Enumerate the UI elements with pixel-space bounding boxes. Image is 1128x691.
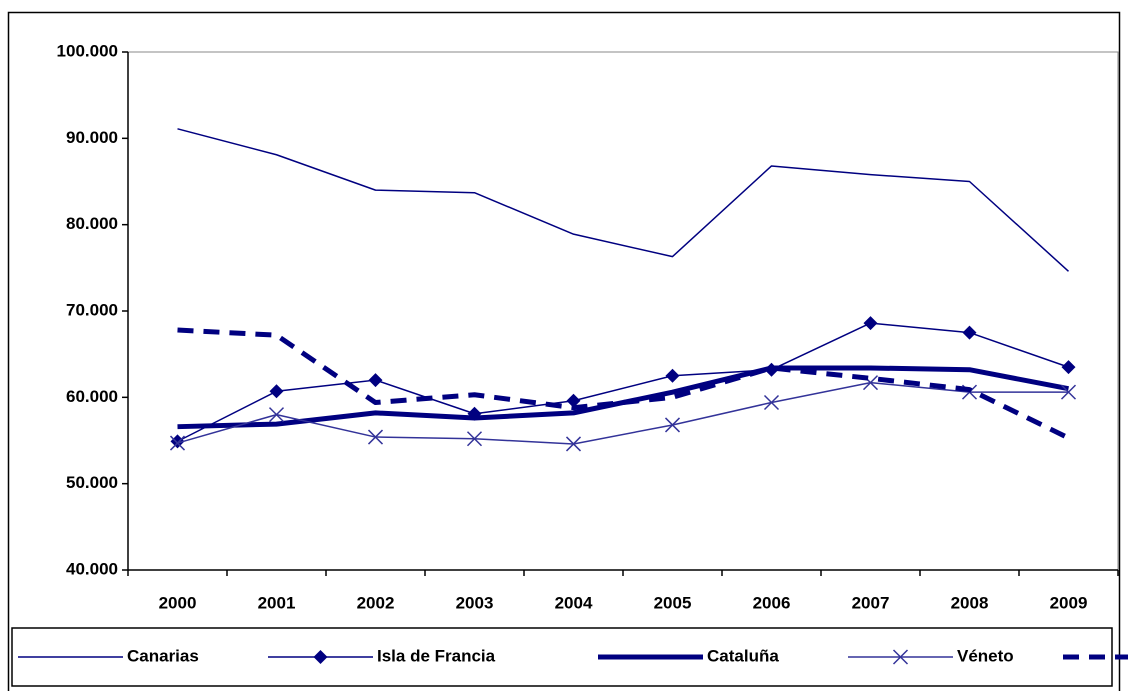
x-tick-label: 2007	[852, 593, 890, 612]
marker	[1060, 384, 1077, 400]
marker	[368, 373, 383, 388]
series-line	[177, 381, 1069, 445]
y-tick-label: 60.000	[66, 387, 118, 406]
legend-label: Cataluña	[707, 646, 779, 665]
series-line	[177, 327, 1070, 441]
marker	[566, 393, 581, 408]
x-tick-label: 2009	[1050, 593, 1088, 612]
marker	[268, 407, 285, 423]
marker	[466, 431, 483, 447]
legend-label: Véneto	[957, 646, 1014, 665]
y-tick-label: 80.000	[66, 214, 118, 233]
y-tick-label: 50.000	[66, 473, 118, 492]
marker	[664, 417, 681, 433]
x-tick-label: 2000	[159, 593, 197, 612]
series-line	[177, 365, 1069, 430]
marker	[170, 434, 185, 449]
y-tick-label: 70.000	[66, 300, 118, 319]
x-tick-label: 2001	[258, 593, 296, 612]
legend-label: Isla de Francia	[377, 646, 496, 665]
legend-label: Canarias	[127, 646, 199, 665]
x-tick-label: 2005	[654, 593, 692, 612]
marker	[269, 384, 284, 399]
marker	[313, 650, 328, 664]
x-tick-label: 2006	[753, 593, 791, 612]
x-tick-label: 2004	[555, 593, 593, 612]
y-tick-label: 100.000	[57, 41, 118, 60]
series-line	[177, 322, 1069, 443]
marker	[892, 649, 909, 665]
y-tick-label: 90.000	[66, 128, 118, 147]
marker	[1061, 360, 1076, 375]
x-tick-label: 2003	[456, 593, 494, 612]
marker	[863, 316, 878, 331]
marker	[763, 394, 780, 411]
series-line	[177, 128, 1070, 272]
y-tick-label: 40.000	[66, 559, 118, 578]
marker	[962, 325, 977, 340]
x-tick-label: 2008	[951, 593, 989, 612]
marker	[169, 435, 186, 451]
x-tick-label: 2002	[357, 593, 395, 612]
marker	[367, 429, 384, 445]
marker	[565, 436, 582, 452]
plot-area	[127, 51, 1119, 571]
marker	[665, 368, 680, 383]
